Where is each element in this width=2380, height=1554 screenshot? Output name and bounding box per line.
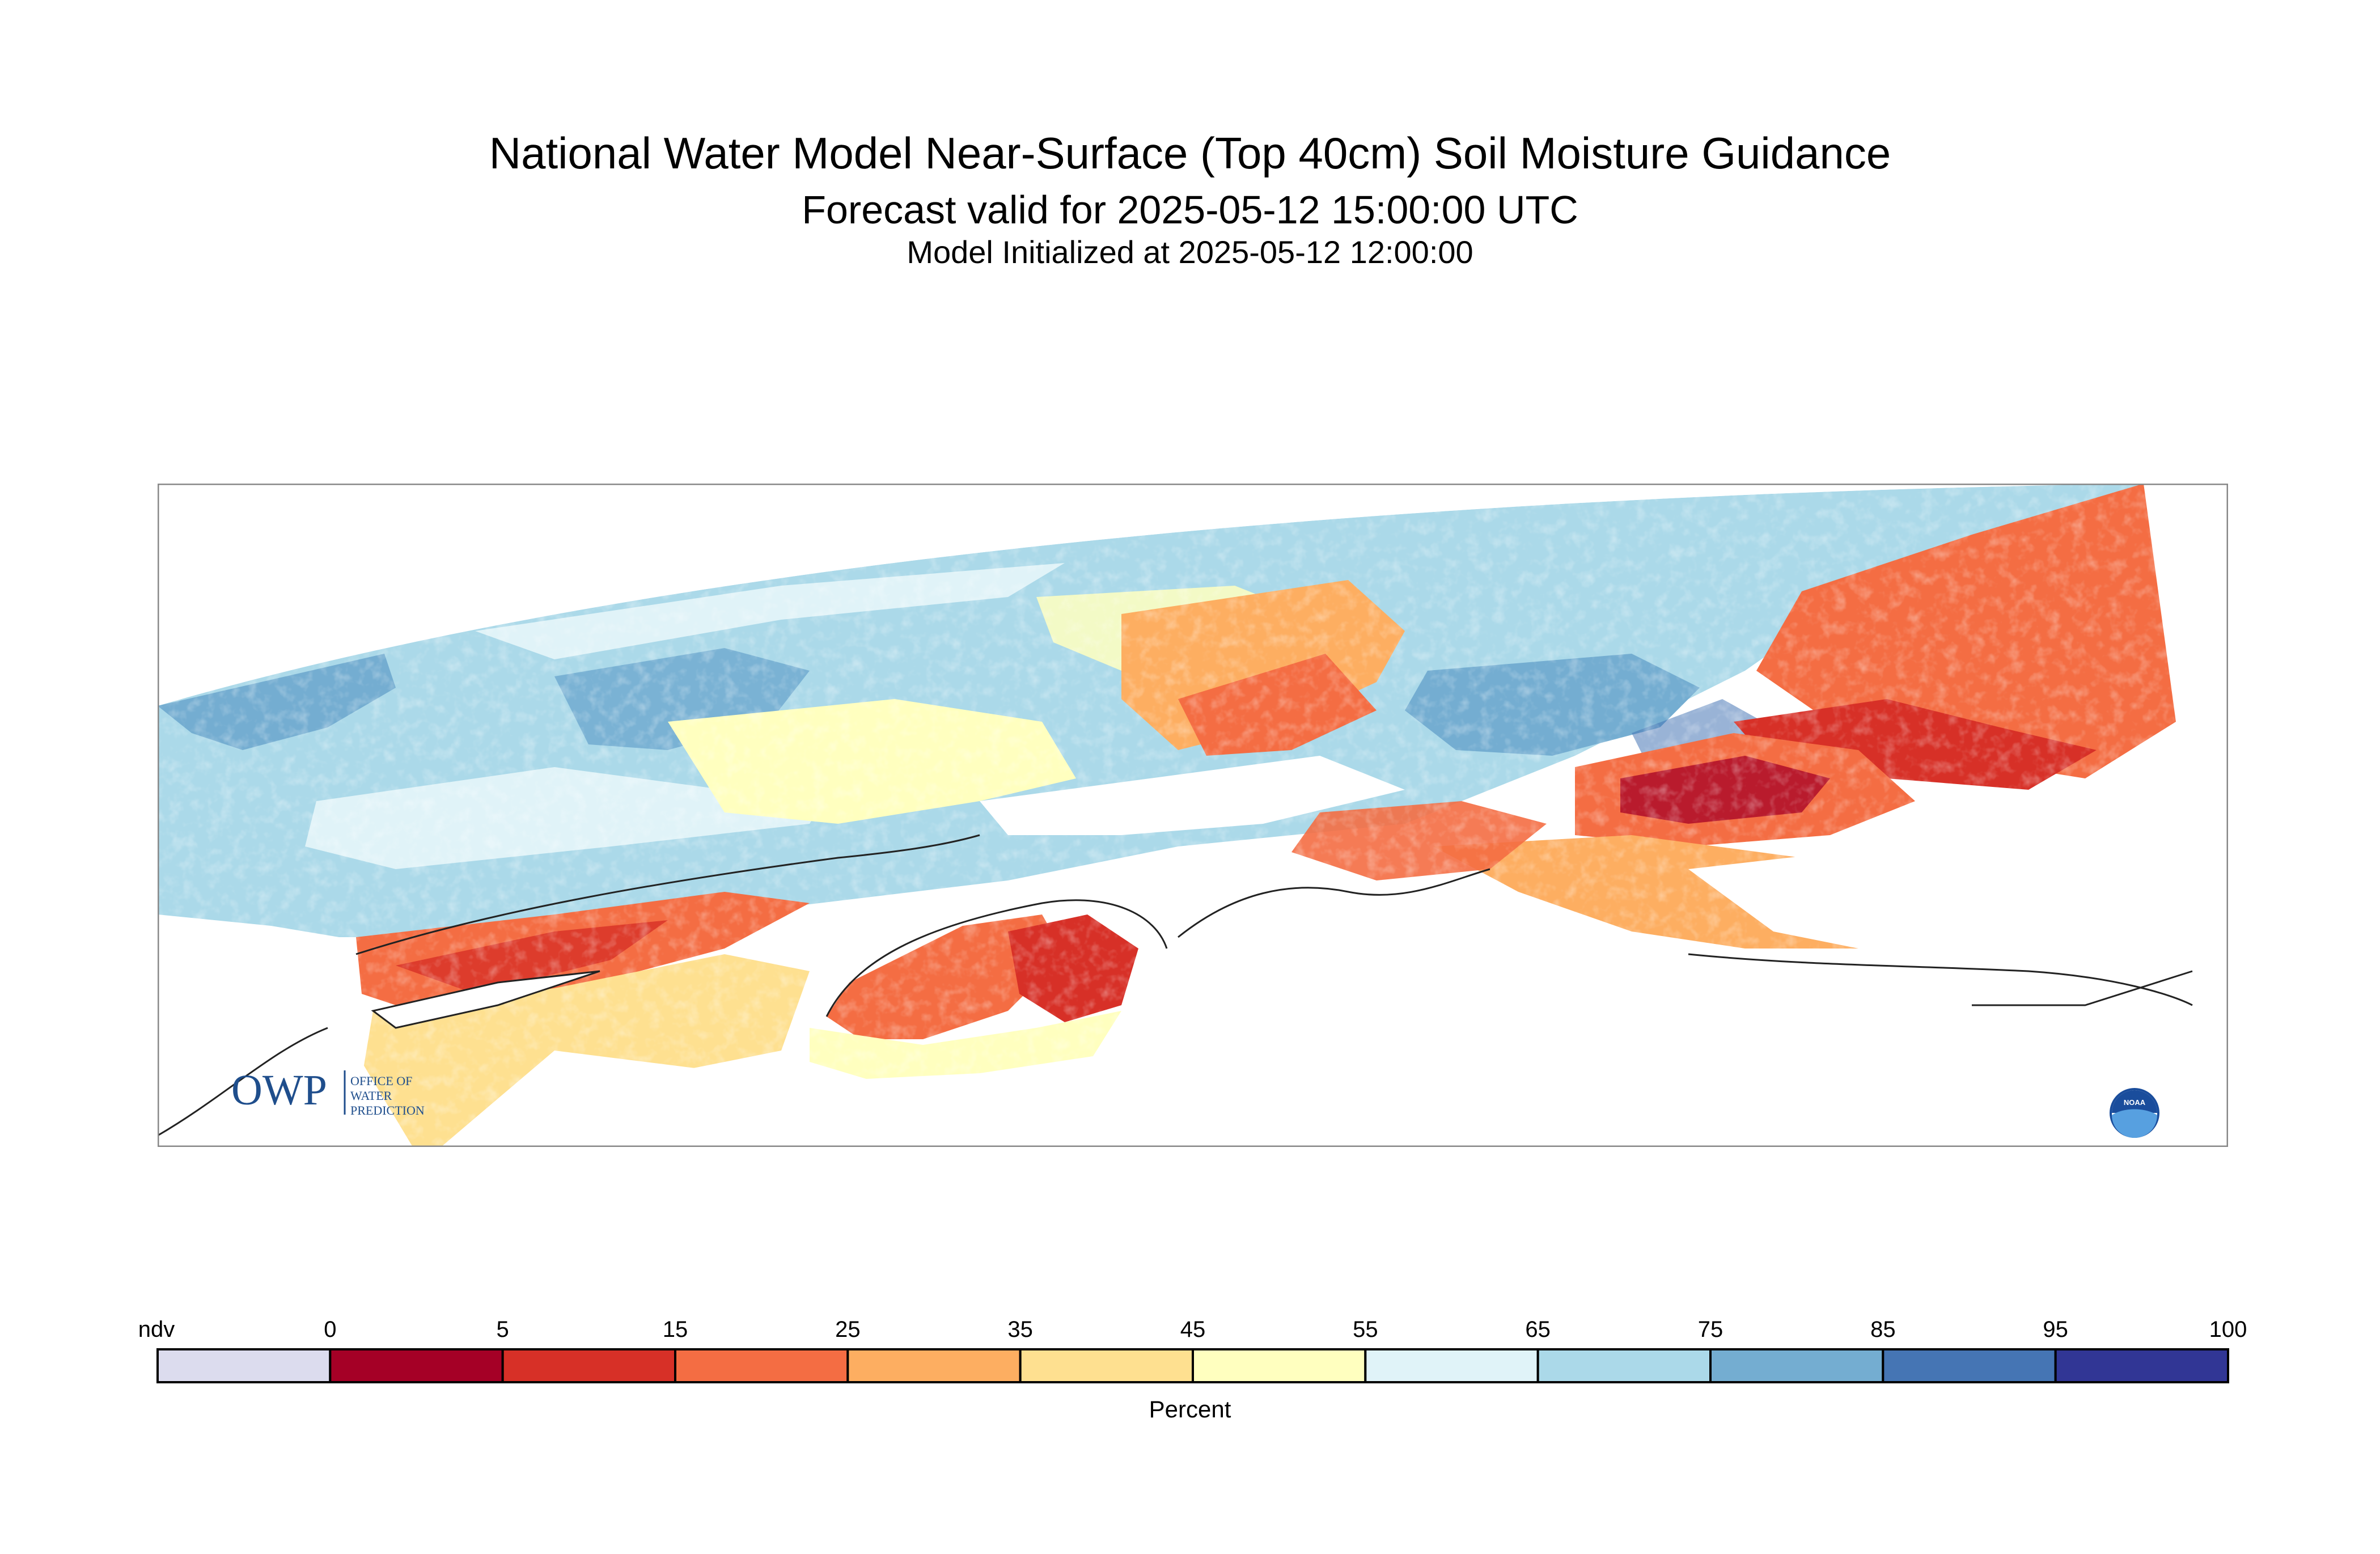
model-domain: [158, 484, 2192, 1147]
legend-swatch-11: [2054, 1348, 2230, 1383]
legend-swatch-4: [846, 1348, 1022, 1383]
legend-tick-label: 0: [324, 1317, 336, 1342]
legend-swatch-2: [501, 1348, 677, 1383]
legend-swatch-6: [1192, 1348, 1367, 1383]
owp-logo-line-1: OFFICE OF: [350, 1074, 412, 1088]
legend-tick-label: 75: [1698, 1317, 1723, 1342]
legend-tick-label: 15: [663, 1317, 688, 1342]
forecast-valid-subtitle: Forecast valid for 2025-05-12 15:00:00 U…: [802, 188, 1578, 232]
legend-tick-label: 45: [1180, 1317, 1206, 1342]
south-gulf-coast: [1688, 953, 2193, 1006]
cook-inlet-island: [371, 970, 600, 1029]
legend-tick-label: 100: [2209, 1317, 2247, 1342]
coastlines: [158, 834, 2193, 1137]
legend-swatch-7: [1364, 1348, 1539, 1383]
legend-tick-label: 5: [497, 1317, 509, 1342]
legend-tick-label: 35: [1007, 1317, 1033, 1342]
legend-tick-label: 95: [2043, 1317, 2068, 1342]
legend-tick-label: 25: [835, 1317, 861, 1342]
noaa-logo-text: NOAA: [2124, 1098, 2146, 1107]
legend-tick-label: 55: [1353, 1317, 1378, 1342]
color-legend: ndv 0 5 15 25 35 45 55 65 75 85 95 100 Percent: [138, 1317, 2247, 1422]
owp-logo-line-2: WATER: [350, 1089, 392, 1103]
map-frame: [158, 484, 2228, 1147]
kenai-coast: [825, 899, 1168, 1017]
legend-tick-label: 85: [1870, 1317, 1896, 1342]
prince-william-sound: [1178, 868, 1490, 938]
legend-swatch-9: [1709, 1348, 1884, 1383]
legend-tick-label: ndv: [138, 1317, 175, 1342]
legend-swatch-10: [1882, 1348, 2057, 1383]
owp-logo-line-3: PREDICTION: [350, 1103, 425, 1117]
legend-swatch-8: [1536, 1348, 1712, 1383]
model-initialized-line: Model Initialized at 2025-05-12 12:00:00: [907, 234, 1473, 270]
legend-swatch-5: [1019, 1348, 1194, 1383]
owp-logo: OWP OFFICE OF WATER PREDICTION: [231, 1066, 425, 1117]
legend-swatch-3: [674, 1348, 849, 1383]
legend-unit-label: Percent: [1149, 1396, 1231, 1422]
legend-swatch-0: [156, 1348, 332, 1383]
yukon-border: [1972, 970, 2193, 1006]
legend-swatches: [156, 1348, 2230, 1383]
legend-tick-labels: ndv 0 5 15 25 35 45 55 65 75 85 95 100: [138, 1317, 2247, 1342]
kodiak-coast: [158, 1027, 328, 1137]
legend-swatch-1: [329, 1348, 504, 1383]
legend-tick-label: 65: [1525, 1317, 1551, 1342]
owp-logo-mark: OWP: [231, 1066, 327, 1114]
soil-moisture-map: OWP OFFICE OF WATER PREDICTION NOAA: [158, 484, 2228, 1147]
map-title: National Water Model Near-Surface (Top 4…: [489, 128, 1891, 178]
cook-inlet-coast: [355, 834, 980, 955]
speckle-texture: [158, 484, 2192, 1147]
noaa-logo: NOAA: [2110, 1088, 2159, 1138]
